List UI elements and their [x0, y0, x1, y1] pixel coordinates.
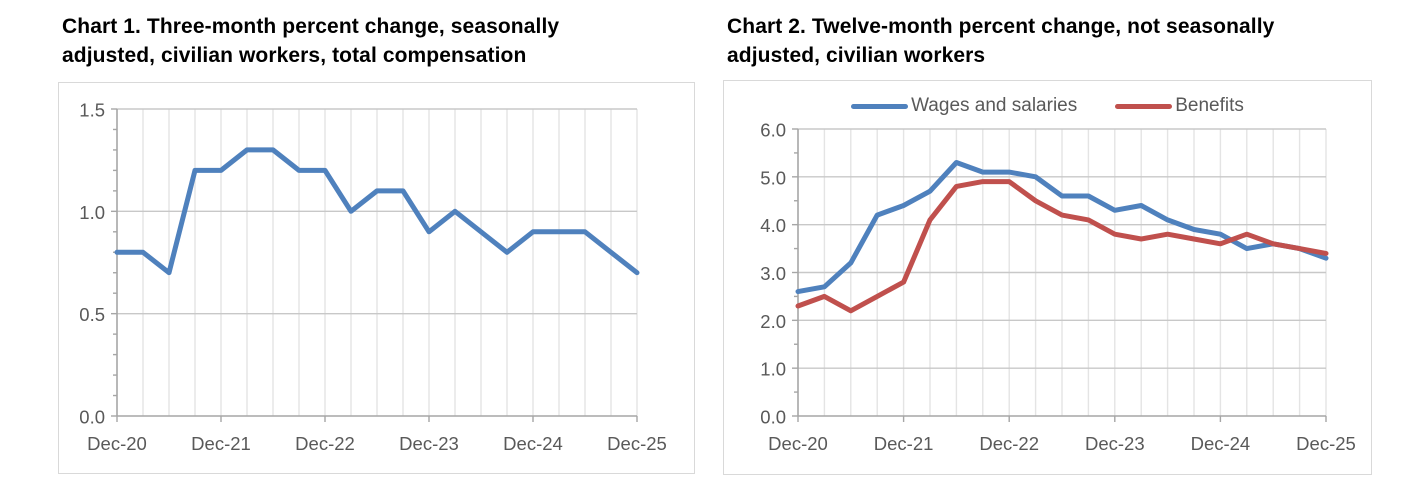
svg-text:Dec-22: Dec-22 [979, 433, 1039, 454]
chart-2-legend: Wages and salaries Benefits [724, 95, 1371, 117]
chart-1-card: 0.0 0.5 1.0 1.5 Dec-20 Dec-21 Dec-22 Dec-23 Dec-… [58, 82, 695, 474]
svg-text:6.0: 6.0 [760, 120, 786, 141]
legend-item-wages-and-salaries: Wages and salaries [851, 95, 1077, 117]
svg-text:Dec-21: Dec-21 [191, 433, 251, 454]
svg-text:Dec-20: Dec-20 [87, 433, 147, 454]
series-line-wages-and-salaries [795, 160, 1329, 295]
svg-text:1.0: 1.0 [760, 359, 786, 380]
chart-2-title: Chart 2. Twelve-month percent change, no… [727, 12, 1387, 70]
axes [116, 109, 637, 417]
svg-text:Dec-23: Dec-23 [399, 433, 459, 454]
svg-text:4.0: 4.0 [760, 215, 786, 236]
x-axis-ticks [797, 416, 1327, 422]
chart-1-title-line-1: Chart 1. Three-month percent change, sea… [62, 15, 560, 38]
svg-text:5.0: 5.0 [760, 167, 786, 188]
x-axis-labels: Dec-20 Dec-21 Dec-22 Dec-23 Dec-24 Dec-25 [768, 433, 1356, 454]
wages-and-salaries-swatch-icon [851, 103, 909, 109]
svg-text:Dec-24: Dec-24 [1191, 433, 1251, 454]
svg-text:Dec-23: Dec-23 [1085, 433, 1145, 454]
chart-2-title-line-2: adjusted, civilian workers [727, 44, 986, 67]
y-axis-ticks [111, 108, 117, 417]
series-line-total-compensation [114, 147, 640, 276]
svg-text:2.0: 2.0 [760, 311, 786, 332]
chart-2-card: 0.0 1.0 2.0 3.0 4.0 5.0 6.0 Dec-20 Dec-21 Dec-22 D… [723, 80, 1372, 475]
svg-text:0.5: 0.5 [79, 304, 105, 325]
svg-text:Dec-21: Dec-21 [874, 433, 934, 454]
horizontal-gridlines [798, 128, 1326, 369]
svg-text:Dec-22: Dec-22 [295, 433, 355, 454]
svg-text:Dec-24: Dec-24 [503, 433, 563, 454]
x-axis-ticks [116, 416, 638, 422]
benefits-swatch-icon [1115, 103, 1173, 109]
y-axis-labels: 0.0 1.0 2.0 3.0 4.0 5.0 6.0 [760, 120, 786, 428]
legend-label-benefits: Benefits [1175, 95, 1244, 116]
svg-text:3.0: 3.0 [760, 263, 786, 284]
svg-text:Dec-25: Dec-25 [1296, 433, 1356, 454]
chart-1-title: Chart 1. Three-month percent change, sea… [62, 12, 682, 70]
legend-label-wages-and-salaries: Wages and salaries [911, 95, 1078, 116]
svg-text:Dec-25: Dec-25 [607, 433, 667, 454]
y-axis-labels: 0.0 0.5 1.0 1.5 [79, 100, 105, 428]
series-line-benefits [795, 179, 1329, 314]
chart-1-title-line-2: adjusted, civilian workers, total compen… [62, 44, 527, 67]
svg-text:1.5: 1.5 [79, 100, 105, 121]
svg-text:Dec-20: Dec-20 [768, 433, 828, 454]
chart-2-title-line-1: Chart 2. Twelve-month percent change, no… [727, 15, 1275, 38]
vertical-gridlines [142, 109, 638, 416]
svg-text:1.0: 1.0 [79, 202, 105, 223]
y-axis-ticks [792, 128, 798, 417]
svg-text:0.0: 0.0 [760, 407, 786, 428]
legend-item-benefits: Benefits [1115, 95, 1244, 117]
horizontal-gridlines [117, 108, 637, 315]
svg-text:0.0: 0.0 [79, 407, 105, 428]
x-axis-labels: Dec-20 Dec-21 Dec-22 Dec-23 Dec-24 Dec-25 [87, 433, 667, 454]
